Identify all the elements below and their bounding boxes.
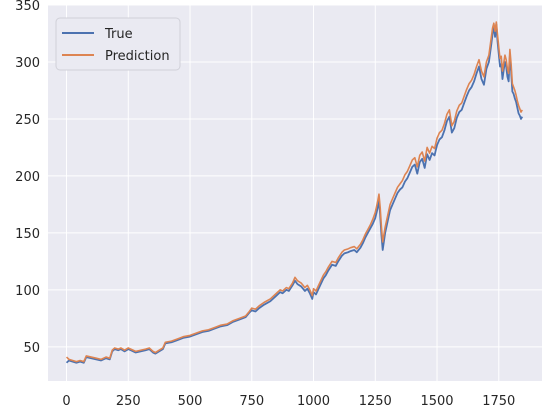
legend-box [55,17,181,71]
series-prediction-line [65,21,523,363]
y-tick-label: 250 [15,113,40,128]
legend-prediction-label: Prediction [105,49,170,64]
legend-true-label: True [104,27,133,42]
tick-labels: 0 250 500 750 1000 1250 1500 1750 50 100 150 200 250… [15,0,515,409]
series-true-line [65,23,524,364]
x-tick-label: 1250 [359,394,392,409]
legend: True Prediction [55,17,181,71]
y-tick-label: 50 [23,341,40,356]
grid-lines [48,4,542,381]
y-tick-label: 100 [15,284,40,299]
x-tick-label: 0 [62,394,70,409]
x-tick-label: 500 [178,394,203,409]
y-tick-label: 200 [15,170,40,185]
x-tick-label: 1500 [420,394,453,409]
y-tick-label: 300 [15,56,40,71]
x-tick-label: 1750 [482,394,515,409]
y-tick-label: 150 [15,227,40,242]
x-tick-label: 1000 [297,394,330,409]
x-tick-label: 250 [116,394,141,409]
series-lines [65,21,524,364]
x-tick-label: 750 [239,394,264,409]
y-tick-label: 350 [15,0,40,14]
